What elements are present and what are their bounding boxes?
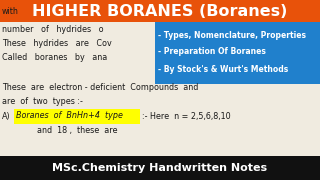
- Bar: [155, 22, 320, 84]
- Text: These  are  electron - deficient  Compounds  and: These are electron - deficient Compounds…: [2, 84, 198, 93]
- Text: Boranes  of  BnHn+4  type: Boranes of BnHn+4 type: [16, 111, 123, 120]
- Text: A): A): [2, 111, 11, 120]
- Text: - By Stock's & Wurt's Methods: - By Stock's & Wurt's Methods: [158, 64, 288, 73]
- Text: MSc.Chemistry Handwritten Notes: MSc.Chemistry Handwritten Notes: [52, 163, 268, 173]
- Text: :- Here  n = 2,5,6,8,10: :- Here n = 2,5,6,8,10: [142, 111, 231, 120]
- Bar: [0, 0, 320, 22]
- Text: - Types, Nomenclature, Properties: - Types, Nomenclature, Properties: [158, 30, 306, 39]
- Text: are  of  two  types :-: are of two types :-: [2, 98, 83, 107]
- Text: and  18 ,  these  are: and 18 , these are: [2, 125, 117, 134]
- Text: number   of   hydrides   o: number of hydrides o: [2, 26, 104, 35]
- Text: These   hydrides   are   Cov: These hydrides are Cov: [2, 39, 112, 48]
- Text: HIGHER BORANES (Boranes): HIGHER BORANES (Boranes): [32, 3, 288, 19]
- Text: with: with: [2, 6, 19, 15]
- Bar: [0, 156, 320, 180]
- Text: - Preparation Of Boranes: - Preparation Of Boranes: [158, 48, 266, 57]
- Bar: [14, 109, 140, 123]
- Text: Called   boranes   by   ana: Called boranes by ana: [2, 53, 107, 62]
